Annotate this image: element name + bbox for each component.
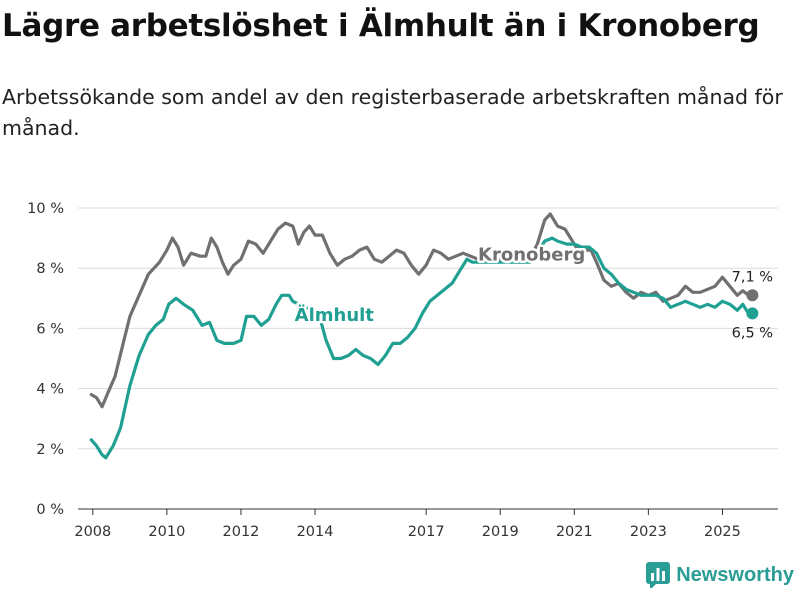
end-point-älmhult — [746, 307, 759, 320]
x-tick-label: 2025 — [704, 524, 741, 540]
y-tick-label: 8 % — [36, 261, 64, 277]
end-point-kronoberg — [746, 289, 759, 302]
bar-chart-logo-icon — [646, 562, 671, 588]
brand-logo: Newsworthy — [646, 562, 794, 588]
series-line-kronoberg — [89, 212, 750, 409]
series-label-älmhult: Älmhult — [295, 304, 375, 326]
end-value-label: 7,1 % — [732, 269, 773, 285]
x-tick-label: 2019 — [482, 524, 519, 540]
grid-lines — [78, 207, 778, 450]
series-line-älmhult — [89, 236, 750, 460]
y-tick-label: 6 % — [36, 321, 64, 337]
chart-title: Lägre arbetslöshet i Älmhult än i Kronob… — [2, 8, 760, 44]
chart-subtitle: Arbetssökande som andel av den registerb… — [2, 85, 783, 140]
x-tick-label: 2021 — [556, 524, 593, 540]
x-tick-label: 2012 — [223, 524, 260, 540]
brand-name: Newsworthy — [676, 563, 794, 586]
x-tick-label: 2017 — [408, 524, 445, 540]
y-tick-label: 0 % — [36, 502, 64, 518]
series-label-kronoberg: Kronoberg — [478, 245, 585, 266]
x-tick-label: 2010 — [148, 524, 185, 540]
y-tick-label: 10 % — [27, 201, 64, 217]
chart-labels: 7,1 % 6,5 % Kronoberg Älmhult — [292, 242, 773, 341]
x-tick-label: 2014 — [297, 524, 334, 540]
x-tick-label: 2008 — [74, 524, 111, 540]
x-tick-label: 2023 — [630, 524, 667, 540]
y-tick-label: 2 % — [36, 442, 64, 458]
y-tick-label: 4 % — [36, 382, 64, 398]
series-lines — [89, 212, 759, 460]
end-value-label: 6,5 % — [732, 325, 773, 341]
axes: 0 % 2 % 4 % 6 % 8 % 10 % 2008 2010 2012 2014 2017 2… — [27, 201, 778, 540]
